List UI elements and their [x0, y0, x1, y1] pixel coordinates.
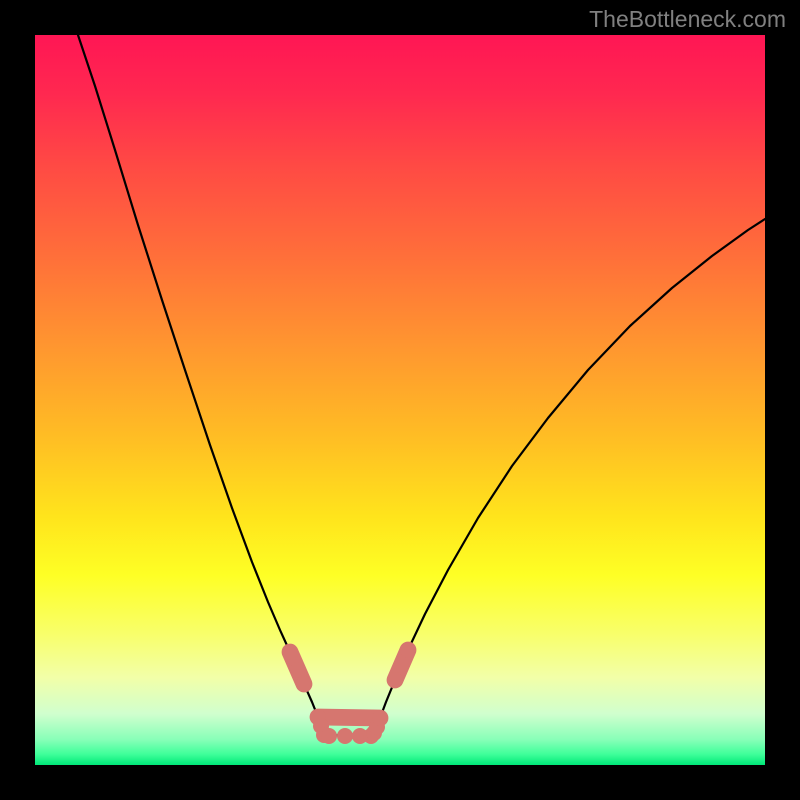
chart-container: TheBottleneck.com — [0, 0, 800, 800]
bottleneck-chart — [0, 0, 800, 800]
marker-segment — [318, 717, 380, 718]
marker-node — [372, 710, 388, 726]
marker-node — [296, 676, 312, 692]
marker-node — [337, 728, 353, 744]
marker-node — [321, 728, 337, 744]
marker-node — [290, 662, 306, 678]
marker-node — [400, 642, 416, 658]
watermark-text: TheBottleneck.com — [589, 6, 786, 33]
marker-node — [387, 672, 403, 688]
marker-node — [282, 644, 298, 660]
